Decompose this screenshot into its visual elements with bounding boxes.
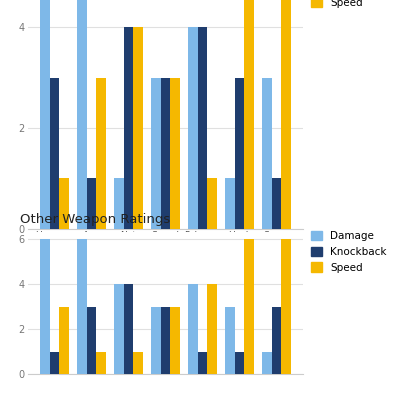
Bar: [161, 307, 170, 374]
Bar: [170, 307, 180, 374]
Bar: [207, 284, 217, 374]
Bar: [77, 239, 87, 374]
Bar: [133, 352, 143, 374]
Bar: [50, 352, 59, 374]
Bar: [151, 307, 161, 374]
Bar: [188, 284, 198, 374]
Bar: [188, 27, 198, 229]
Bar: [271, 178, 281, 229]
Bar: [114, 178, 124, 229]
Bar: [161, 78, 170, 229]
Bar: [198, 27, 207, 229]
Bar: [225, 307, 235, 374]
Bar: [96, 78, 106, 229]
Bar: [133, 27, 143, 229]
Bar: [281, 239, 291, 374]
Bar: [281, 0, 291, 229]
Bar: [124, 27, 133, 229]
Bar: [59, 307, 69, 374]
Bar: [96, 352, 106, 374]
Bar: [198, 352, 207, 374]
Bar: [244, 239, 254, 374]
Bar: [271, 307, 281, 374]
Bar: [59, 178, 69, 229]
Bar: [170, 78, 180, 229]
Bar: [235, 352, 244, 374]
Bar: [114, 284, 124, 374]
Bar: [207, 178, 217, 229]
Bar: [235, 78, 244, 229]
Bar: [244, 0, 254, 229]
Bar: [225, 178, 235, 229]
Legend: Damage, Knockback, Speed: Damage, Knockback, Speed: [311, 230, 387, 273]
Bar: [40, 239, 50, 374]
Text: Other Weapon Ratings: Other Weapon Ratings: [20, 213, 170, 226]
Bar: [77, 0, 87, 229]
Bar: [40, 0, 50, 229]
Bar: [124, 284, 133, 374]
Bar: [87, 307, 96, 374]
Bar: [50, 78, 59, 229]
Bar: [151, 78, 161, 229]
Bar: [262, 352, 271, 374]
Bar: [262, 78, 271, 229]
Legend: Speed: Speed: [311, 0, 363, 7]
Bar: [87, 178, 96, 229]
